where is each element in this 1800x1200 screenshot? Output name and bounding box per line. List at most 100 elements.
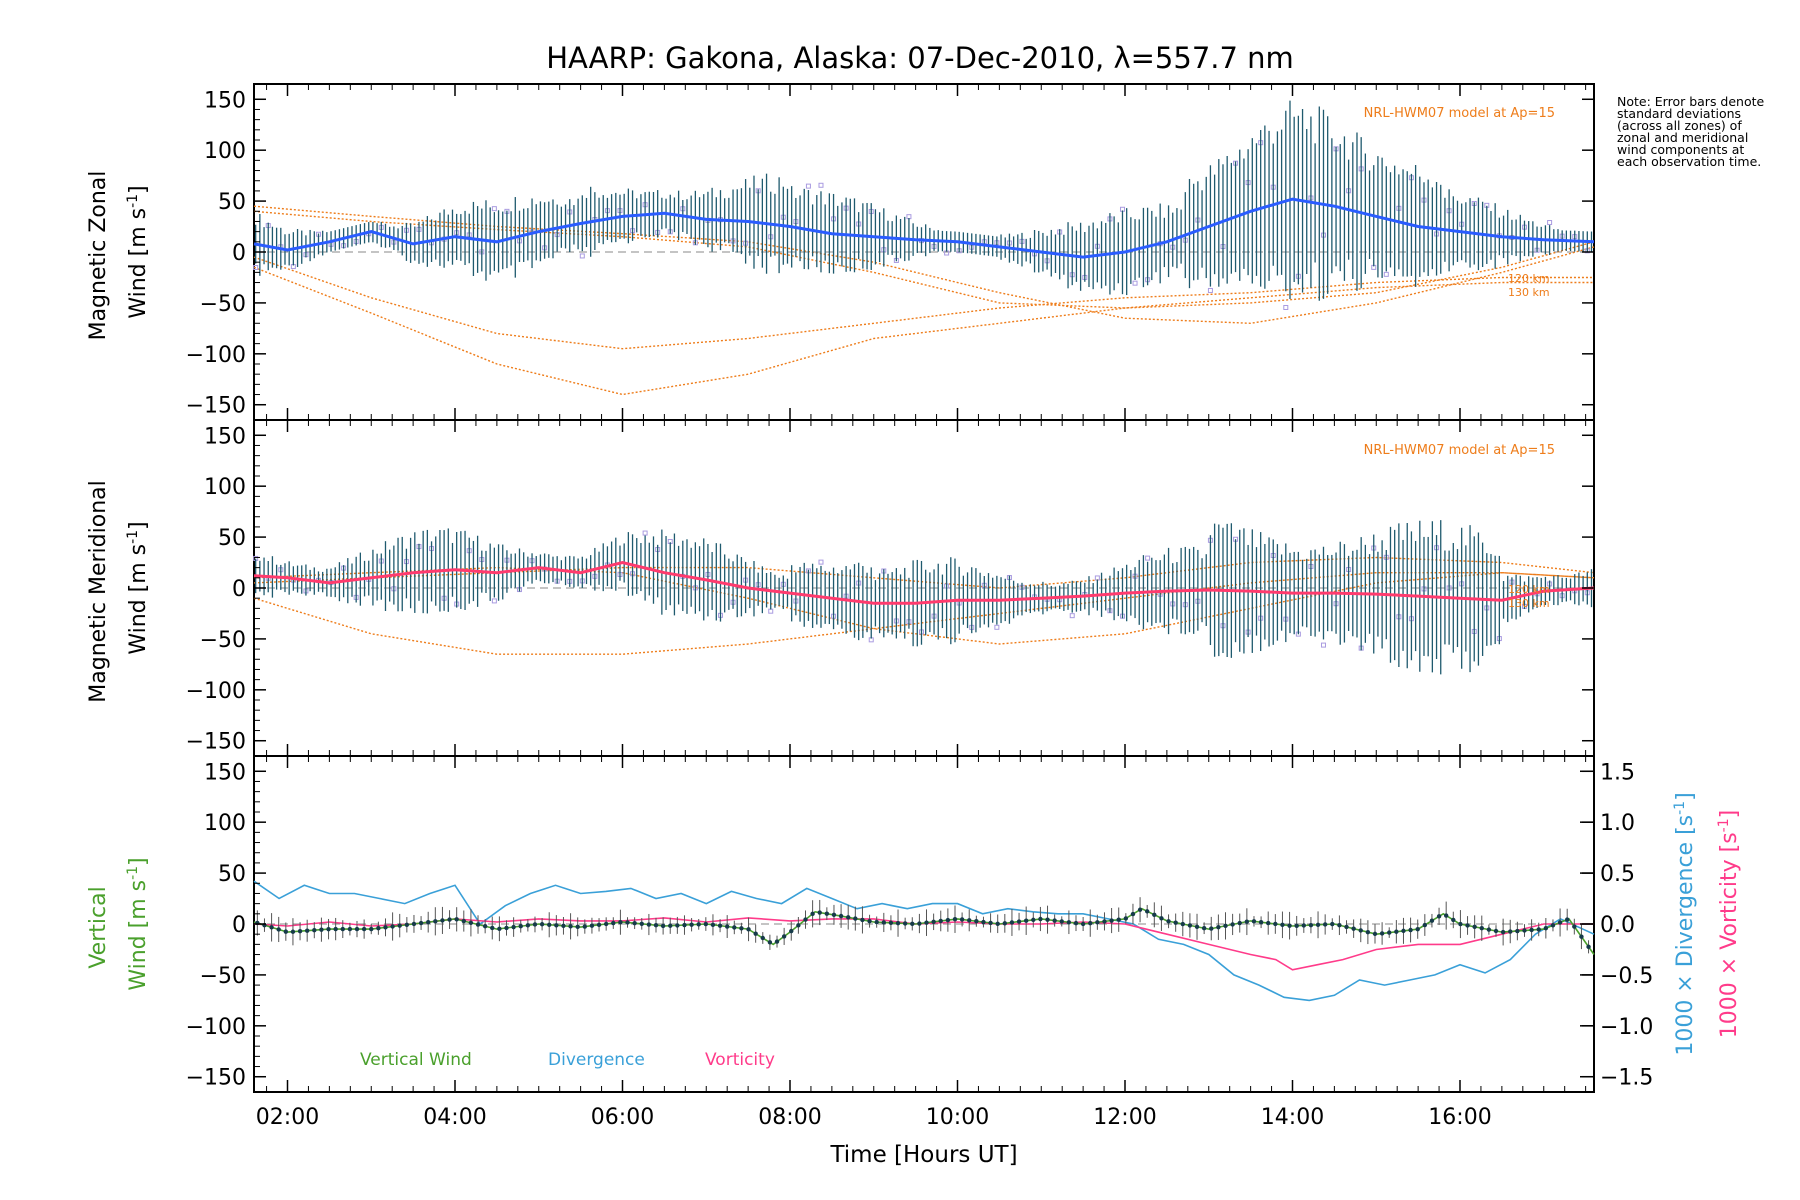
vertical-wind-point — [1102, 919, 1107, 924]
vertical-wind-point — [739, 926, 744, 931]
model-curve-1 — [253, 256, 1594, 350]
observation-point — [1145, 555, 1151, 561]
vertical-wind-point — [333, 926, 338, 932]
vertical-wind-point — [582, 924, 588, 929]
vertical-wind-point — [554, 923, 559, 928]
x-tick-label: 08:00 — [758, 1105, 821, 1130]
meridional-model-label: NRL-HWM07 model at Ap=15 — [1364, 443, 1555, 458]
y-tick-label: −150 — [186, 1066, 246, 1091]
vertical-wind-point — [1116, 917, 1121, 922]
vertical-wind-point — [340, 926, 345, 932]
vertical-wind-point — [1387, 930, 1392, 935]
vertical-wind-point — [504, 925, 509, 931]
vertical-wind-point — [611, 920, 616, 926]
vertical-wind-point — [895, 920, 901, 926]
vertical-wind-point — [796, 923, 801, 928]
vertical-wind-point — [639, 921, 644, 927]
vertical-wind-point — [675, 923, 680, 928]
divergence-line — [253, 880, 1595, 1002]
observation-point — [805, 183, 811, 189]
vertical-wind-point — [867, 919, 872, 924]
observation-point — [491, 206, 497, 212]
vertical-wind-point — [1266, 920, 1271, 926]
vertical-wind-point — [1088, 920, 1093, 926]
y2-tick-label: −1.5 — [1600, 1066, 1653, 1091]
model-curve-2 — [253, 205, 1595, 325]
observation-point — [1207, 287, 1213, 293]
legend-divergence: Divergence — [548, 1050, 645, 1070]
vertical-wind-point — [561, 923, 566, 929]
vertical-wind-point — [853, 916, 858, 921]
vertical-wind-point — [746, 927, 751, 932]
legend-vorticity: Vorticity — [705, 1050, 775, 1070]
y2-tick-label: 1.5 — [1600, 760, 1635, 785]
vertical-wind-point — [1066, 920, 1072, 925]
zonal-model-alt-130: 130 km — [1508, 286, 1550, 299]
error-bar-note: Note: Error bars denote standard deviati… — [1617, 94, 1765, 169]
vertical-wind-point — [1486, 927, 1492, 932]
vertical-wind-point — [539, 922, 545, 927]
vertical-wind-point — [1223, 923, 1228, 929]
vertical-wind-point — [1579, 934, 1584, 939]
vertical-wind-point — [860, 917, 865, 923]
vertical-wind-point — [1565, 917, 1570, 922]
y-tick-label: 0 — [232, 913, 246, 938]
x-tick-label: 04:00 — [423, 1105, 486, 1130]
vertical-wind-point — [1394, 929, 1399, 934]
model-curve-0 — [253, 572, 1595, 655]
vorticity-line — [253, 917, 1594, 971]
zonal-y-axis-label-line2: Wind [m s-1] — [125, 185, 151, 318]
vertical-wind-point — [589, 923, 595, 928]
model-curve-2 — [253, 556, 1595, 589]
y2-tick-label: 0.0 — [1600, 913, 1635, 938]
vertical-wind-point — [290, 929, 296, 934]
vertical-wind-point — [461, 918, 466, 924]
vertical-wind-point — [454, 917, 459, 922]
meridional-y-ticks: 150 100 50 0 −50 −100 −150 — [186, 424, 1594, 755]
vertical-wind-point — [1451, 917, 1456, 923]
y-tick-label: −100 — [186, 343, 246, 368]
vertical-wind-point — [881, 920, 886, 925]
vertical-wind-point — [1294, 923, 1299, 929]
vertical-wind-point — [760, 935, 765, 941]
vertical-wind-point — [1258, 920, 1264, 925]
vertical-wind-point — [803, 917, 808, 922]
vertical-wind-point — [1330, 921, 1335, 927]
vertical-y-axis-label-line1: Vertical — [86, 886, 111, 968]
vertical-wind-point — [717, 923, 723, 928]
vertical-wind-point — [1237, 920, 1242, 926]
vertical-wind-point — [846, 915, 851, 920]
vertical-wind-point — [945, 917, 951, 923]
legend-vertical-wind: Vertical Wind — [360, 1050, 472, 1070]
zonal-mean-line — [253, 197, 1595, 259]
vertical-wind-point — [433, 919, 438, 924]
vertical-wind-point — [1273, 921, 1278, 927]
vertical-wind-point — [397, 923, 402, 928]
vertical-wind-point — [682, 922, 687, 928]
vertical-wind-point — [952, 917, 958, 922]
vertical-wind-point — [1465, 923, 1470, 928]
vertical-wind-point — [917, 921, 922, 926]
vertical-wind-point — [1550, 923, 1556, 928]
vertical-wind-point — [304, 928, 310, 933]
vertical-wind-point — [767, 940, 773, 945]
vorticity-axis-label: 1000 × Vorticity [s-1] — [1716, 810, 1742, 1038]
y-tick-label: −50 — [200, 292, 246, 317]
vertical-wind-point — [831, 912, 837, 918]
observation-point — [994, 624, 1000, 630]
y-tick-label: 50 — [218, 190, 246, 215]
y2-tick-label: −1.0 — [1600, 1015, 1653, 1040]
vertical-wind-point — [703, 921, 709, 927]
vertical-wind-point — [1009, 920, 1015, 925]
y-tick-label: −100 — [186, 679, 246, 704]
vertical-wind-point — [789, 928, 794, 934]
vertical-wind-point — [1201, 925, 1207, 931]
vertical-wind-point — [1180, 921, 1185, 927]
right-y-ticks: 1.5 1.0 0.5 0.0 −0.5 −1.0 −1.5 — [1580, 760, 1653, 1091]
y-tick-label: 50 — [218, 526, 246, 551]
model-curve-3 — [253, 210, 1595, 309]
vertical-wind-point — [924, 920, 929, 925]
vertical-wind-point — [1422, 922, 1428, 928]
y-tick-label: −150 — [186, 730, 246, 755]
